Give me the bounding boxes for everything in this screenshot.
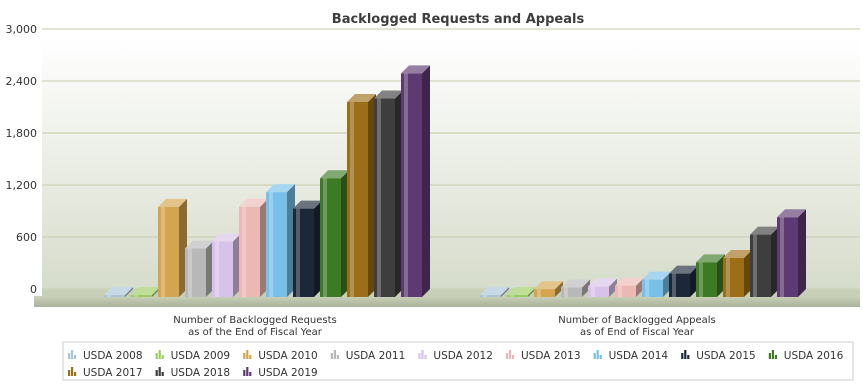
plot-floor-front [34,296,860,307]
bar [723,250,752,297]
bar [158,198,187,297]
bar [507,287,536,297]
legend-label: USDA 2008 [83,350,143,362]
legend-label: USDA 2017 [83,367,143,379]
legend-label: USDA 2009 [171,350,231,362]
legend-item: USDA 2016 [768,350,844,362]
y-tick-label: 2,400 [6,75,38,88]
bar-chart-icon [243,367,252,376]
bar-chart-icon [593,350,602,359]
legend-item: USDA 2017 [68,367,143,379]
legend-item: USDA 2019 [243,367,318,379]
legend-label: USDA 2012 [433,350,493,362]
chart-title: Backlogged Requests and Appeals [332,12,585,27]
bar-chart-icon [330,350,339,359]
y-tick-label: 600 [16,231,37,244]
y-tick-label: 1,800 [6,127,38,140]
legend-label: USDA 2015 [696,350,756,362]
y-tick-label: 3,000 [6,23,38,36]
bar [534,281,563,297]
bar [777,209,806,297]
bar-chart-icon [506,350,515,359]
legend-label: USDA 2018 [171,367,231,379]
legend-item: USDA 2010 [243,350,318,362]
bar-chart-icon [68,367,77,376]
legend-label: USDA 2011 [346,350,406,362]
bar-chart-icon [243,350,252,359]
bar [185,240,214,297]
bar [266,184,295,297]
legend-item: USDA 2015 [681,350,756,362]
category-label: Number of Backlogged Requests [173,315,337,326]
bar [374,90,403,298]
bar [104,287,133,297]
legend-label: USDA 2010 [258,350,318,362]
bar-chart-icon [681,350,690,359]
bar-chart-icon [68,350,77,359]
legend-label: USDA 2013 [521,350,581,362]
bar-chart-icon [155,350,164,359]
category-label: Number of Backlogged Appeals [558,315,716,326]
bar [642,271,671,297]
bar-chart-icon [768,350,777,359]
bar [212,233,241,297]
legend-label: USDA 2016 [784,350,844,362]
bar [696,254,725,297]
legend-item: USDA 2018 [155,367,231,379]
legend-item: USDA 2013 [506,350,581,362]
y-tick-label: 1,200 [6,179,38,192]
bar [239,198,268,297]
bar [347,94,376,297]
y-tick-label: 0 [30,283,37,296]
bar-chart-icon [155,367,164,376]
bar [480,287,509,297]
legend-box [62,341,854,381]
legend-label: USDA 2014 [609,350,669,362]
bar [320,170,349,297]
bar [750,226,779,297]
legend-item: USDA 2012 [418,350,493,362]
bar [401,65,430,298]
category-label: as of End of Fiscal Year [580,327,695,338]
category-label: as of the End of Fiscal Year [188,327,323,338]
bar [293,200,322,297]
bar [588,278,617,297]
legend-item: USDA 2009 [155,350,231,362]
legend-item: USDA 2011 [330,350,406,362]
bar [669,265,698,297]
bar-chart-icon [418,350,427,359]
legend-item: USDA 2008 [68,350,143,362]
legend-item: USDA 2014 [593,350,669,362]
legend-label: USDA 2019 [258,367,318,379]
bar [561,279,590,297]
